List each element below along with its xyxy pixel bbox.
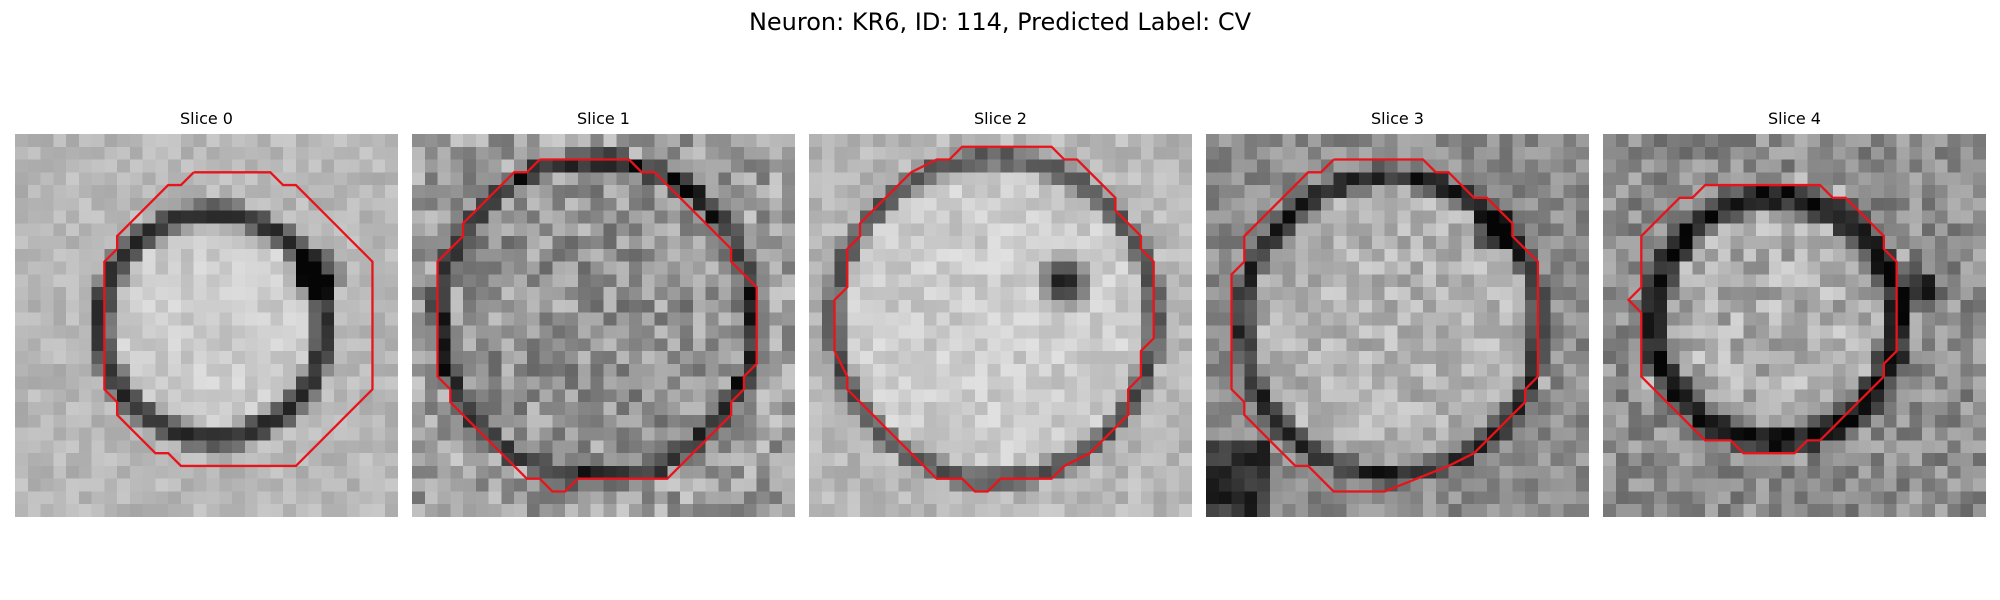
slice-3-title: Slice 3 bbox=[1371, 109, 1424, 128]
slice-0-micrograph bbox=[15, 134, 398, 517]
slice-2-title: Slice 2 bbox=[974, 109, 1027, 128]
slice-4-image bbox=[1603, 134, 1986, 517]
figure-title: Neuron: KR6, ID: 114, Predicted Label: C… bbox=[748, 8, 1252, 36]
slice-1-contour bbox=[436, 158, 758, 493]
slice-3-micrograph bbox=[1206, 134, 1589, 517]
slice-1-image bbox=[412, 134, 795, 517]
slice-2-micrograph bbox=[809, 134, 1192, 517]
slice-1-title: Slice 1 bbox=[577, 109, 630, 128]
slice-0-svg bbox=[103, 171, 374, 468]
slice-1-micrograph bbox=[412, 134, 795, 517]
slice-4-contour bbox=[1626, 183, 1898, 455]
slice-3-svg bbox=[1230, 158, 1540, 493]
slice-4-svg bbox=[1626, 183, 1898, 455]
slice-2-contour bbox=[833, 145, 1155, 493]
slice-1-svg bbox=[436, 158, 758, 493]
slice-3-contour bbox=[1230, 158, 1540, 493]
slice-2-svg bbox=[833, 145, 1155, 493]
slice-3-image bbox=[1206, 134, 1589, 517]
slice-2-image bbox=[809, 134, 1192, 517]
slice-0-image bbox=[15, 134, 398, 517]
slice-0-title: Slice 0 bbox=[180, 109, 233, 128]
slice-0-contour bbox=[103, 171, 374, 468]
slice-4-title: Slice 4 bbox=[1768, 109, 1821, 128]
